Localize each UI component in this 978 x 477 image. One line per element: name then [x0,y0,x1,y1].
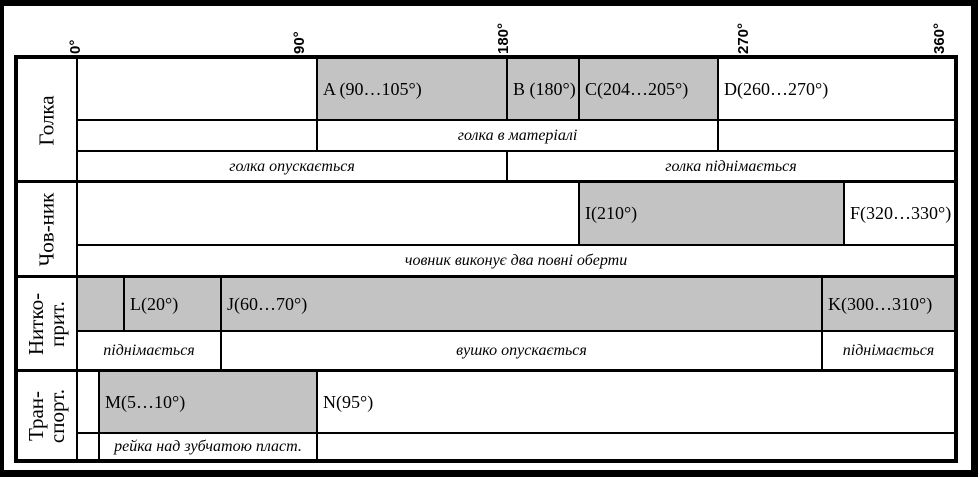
needle-idle-segment [77,58,317,120]
segment-K: K(300…310°) [822,277,955,331]
needle-subrow-empty-left [77,120,317,151]
group-label-shuttle: Чов-ник [17,182,77,277]
group-separator-3 [17,369,955,372]
segment-M: M(5…10°) [99,371,317,433]
annotation-takeup-rises-right: піднімається [822,331,955,371]
segment-L: L(20°) [124,277,221,331]
segment-C: C(204…205°) [579,58,718,120]
group-separator-1 [17,180,955,183]
annotation-shuttle-two-turns: човник виконує два повні оберти [77,245,955,277]
annotation-takeup-rises-left: піднімається [77,331,221,371]
group-label-needle-text: Голка [34,94,59,146]
annotation-needle-rises: голка піднімається [507,151,955,182]
axis-tick-180: 180° [495,22,512,54]
takeup-start-segment [77,277,124,331]
group-label-transport: Тран- спорт. [17,371,77,460]
group-label-needle: Голка [17,58,77,182]
group-label-thread-takeup: Нитко- прит. [17,277,77,371]
annotation-rack-above-plate: рейка над зубчатою пласт. [99,433,317,460]
segment-B: B (180°) [507,58,579,120]
segment-A: A (90…105°) [317,58,507,120]
transport-subrow-empty-left [77,433,99,460]
segment-J: J(60…70°) [221,277,822,331]
annotation-needle-descends: голка опускається [77,151,507,182]
group-separator-2 [17,275,955,278]
segment-N: N(95°) [317,371,955,433]
transport-start-segment [77,371,99,433]
needle-subrow-empty-right [718,120,955,151]
group-label-thread-takeup-line2: прит. [45,301,69,347]
group-label-transport-line2: спорт. [44,388,69,443]
transport-subrow-empty-right [317,433,955,460]
segment-F: F(320…330°) [844,182,955,245]
group-label-shuttle-text: Чов-ник [34,192,59,267]
segment-D: D(260…270°) [718,58,955,120]
axis-tick-90: 90° [291,31,308,54]
axis-tick-0: 0° [67,39,84,54]
axis-tick-270: 270° [735,22,752,54]
annotation-eyelet-descends: вушко опускається [221,331,822,371]
group-label-thread-takeup-line1: Нитко- [24,292,48,356]
group-label-transport-line1: Тран- [23,390,48,441]
axis-tick-360: 360° [931,22,948,54]
segment-I: I(210°) [579,182,844,245]
annotation-needle-in-material: голка в матеріалі [317,120,718,151]
shuttle-idle-segment [77,182,579,245]
